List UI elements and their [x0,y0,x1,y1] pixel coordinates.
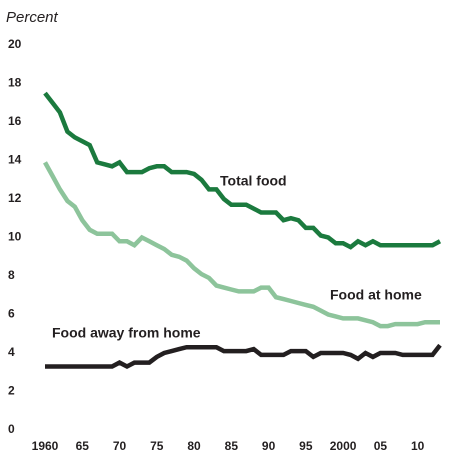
series-line [45,343,442,370]
y-tick-label: 12 [8,191,22,205]
x-tick-label: 90 [262,439,276,453]
y-tick-label: 14 [8,153,22,167]
x-tick-label: 80 [187,439,201,453]
y-axis-label: Percent [6,9,59,26]
x-tick-label: 1960 [32,439,59,453]
x-tick-label: 95 [299,439,313,453]
y-tick-label: 0 [8,422,15,436]
x-tick-label: 10 [411,439,425,453]
x-tick-label: 65 [76,439,90,453]
y-tick-label: 4 [8,345,15,359]
y-tick-label: 16 [8,114,22,128]
y-tick-label: 8 [8,268,15,282]
x-tick-label: 75 [150,439,164,453]
series-line [43,161,440,329]
y-tick-label: 18 [8,76,22,90]
series-label: Food away from home [52,325,201,341]
y-tick-label: 6 [8,307,15,321]
series-line [43,91,442,250]
y-tick-label: 10 [8,230,22,244]
series-label: Food at home [330,287,422,303]
x-tick-label: 85 [225,439,239,453]
x-tick-label: 2000 [330,439,357,453]
y-tick-label: 2 [8,384,15,398]
x-tick-label: 70 [113,439,127,453]
x-tick-label: 05 [374,439,388,453]
series-label: Total food [220,173,287,189]
y-tick-label: 20 [8,37,22,51]
